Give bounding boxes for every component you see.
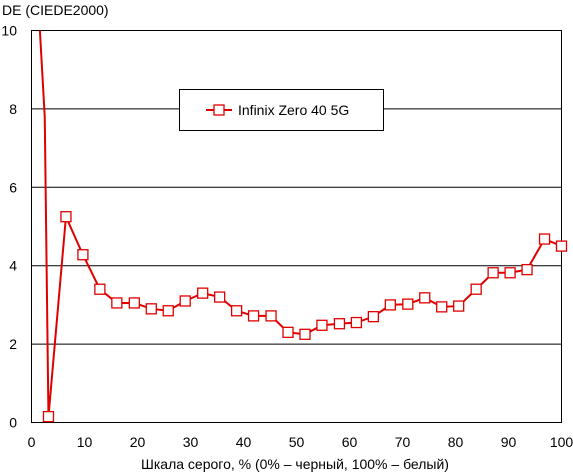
x-tick-label-50: 50 [289,434,305,450]
data-point-17 [333,318,346,330]
data-point-14 [282,326,294,338]
data-point-18 [350,316,363,329]
data-point-6 [145,303,157,315]
y-tick-label-0: 0 [9,415,17,431]
data-point-2 [77,249,89,261]
data-point-9 [197,287,209,299]
y-tick-label-2: 2 [9,336,17,352]
y-tick-label-6: 6 [9,179,17,195]
data-point-1 [60,211,72,223]
series-group [38,30,568,423]
legend-marker-sample [213,104,225,116]
x-tick-label-100: 100 [550,434,573,450]
data-point-13 [265,310,277,322]
y-axis-label: DE (CIEDE2000) [2,2,109,18]
plot-frame [31,30,562,423]
x-tick-label-40: 40 [236,434,252,450]
x-tick-label-30: 30 [183,434,199,450]
x-tick-label-80: 80 [448,434,464,450]
x-tick-label-10: 10 [77,434,93,450]
data-point-30 [555,240,568,252]
data-point-8 [179,295,191,307]
data-point-25 [470,283,482,295]
x-tick-label-0: 0 [28,434,36,450]
x-tick-label-60: 60 [342,434,358,450]
x-tick-label-20: 20 [130,434,146,450]
data-point-28 [521,263,533,276]
data-point-12 [247,310,260,322]
data-point-11 [230,305,243,317]
x-tick-label-90: 90 [501,434,517,450]
data-point-29 [538,233,551,245]
data-point-23 [436,301,448,313]
data-point-3 [94,283,106,295]
data-point-19 [367,311,380,323]
data-point-5 [128,297,140,309]
data-point-26 [487,267,499,279]
data-point-22 [419,292,431,304]
x-axis-label: Шкала серого, % (0% – черный, 100% – бел… [141,456,449,472]
y-tick-label-4: 4 [9,258,17,274]
x-tick-labels: 0 10 20 30 40 50 60 70 80 90 100 [28,434,573,450]
data-point-0 [42,410,55,423]
y-tick-label-10: 10 [1,23,17,39]
legend: Infinix Zero 40 5G [179,89,384,131]
data-point-4 [111,297,123,309]
y-tick-labels: 0 2 4 6 8 10 [1,23,17,431]
data-point-27 [504,267,516,279]
legend-label-infinix-zero-40-5g: Infinix Zero 40 5G [238,102,349,118]
data-point-24 [453,300,465,312]
data-point-20 [384,299,396,311]
data-point-21 [402,298,414,310]
data-point-16 [316,319,328,331]
data-point-10 [213,291,226,303]
data-point-15 [299,328,311,340]
y-tick-label-8: 8 [9,101,17,117]
data-point-7 [162,305,174,317]
x-tick-label-70: 70 [395,434,411,450]
